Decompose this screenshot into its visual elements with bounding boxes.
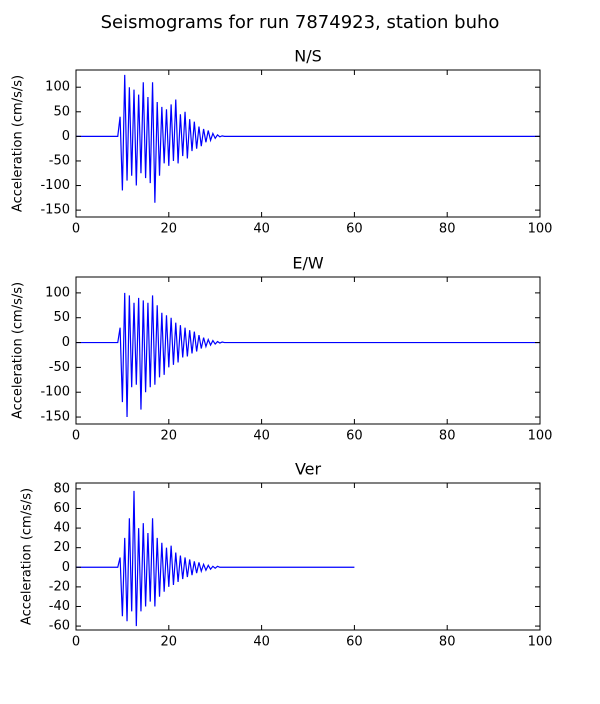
y-tick-label: 50 bbox=[53, 104, 70, 119]
axes-frame bbox=[75, 482, 541, 631]
y-tick-label: 0 bbox=[62, 129, 70, 144]
x-tick-label: 80 bbox=[439, 429, 456, 444]
y-tick-label: 0 bbox=[62, 335, 70, 350]
axes-frame bbox=[75, 276, 541, 425]
x-tick-label: 80 bbox=[439, 222, 456, 237]
subplot-title: E/W bbox=[292, 254, 324, 273]
x-tick-label: 40 bbox=[253, 429, 270, 444]
y-tick-label: -150 bbox=[40, 203, 70, 218]
subplot-title: Ver bbox=[295, 460, 322, 479]
y-axis-label: Acceleration (cm/s/s) bbox=[11, 75, 26, 212]
y-tick-label: 50 bbox=[53, 310, 70, 325]
subplot-title: N/S bbox=[294, 47, 322, 66]
y-tick-label: -150 bbox=[40, 410, 70, 425]
x-tick-label: 100 bbox=[528, 222, 553, 237]
y-tick-label: -100 bbox=[40, 385, 70, 400]
y-tick-label: 0 bbox=[62, 560, 70, 575]
x-tick-label: 60 bbox=[346, 635, 363, 650]
x-tick-label: 20 bbox=[161, 222, 178, 237]
y-tick-label: 100 bbox=[45, 285, 70, 300]
x-tick-label: 100 bbox=[528, 635, 553, 650]
x-tick-label: 60 bbox=[346, 222, 363, 237]
y-tick-label: 40 bbox=[53, 521, 70, 536]
y-tick-label: -100 bbox=[40, 178, 70, 193]
y-tick-label: -50 bbox=[49, 360, 70, 375]
y-tick-label: -40 bbox=[49, 599, 70, 614]
y-tick-label: -20 bbox=[49, 579, 70, 594]
waveform bbox=[76, 490, 355, 627]
x-tick-label: 60 bbox=[346, 429, 363, 444]
x-tick-label: 20 bbox=[161, 635, 178, 650]
x-tick-label: 40 bbox=[253, 222, 270, 237]
y-tick-label: 60 bbox=[53, 501, 70, 516]
x-tick-label: 80 bbox=[439, 635, 456, 650]
x-tick-label: 40 bbox=[253, 635, 270, 650]
y-axis-label: Acceleration (cm/s/s) bbox=[11, 282, 26, 419]
figure-title: Seismograms for run 7874923, station buh… bbox=[101, 12, 500, 33]
y-tick-label: 20 bbox=[53, 540, 70, 555]
y-tick-label: 80 bbox=[53, 481, 70, 496]
waveform bbox=[76, 74, 540, 203]
x-tick-label: 0 bbox=[72, 429, 80, 444]
waveform bbox=[76, 292, 540, 418]
y-tick-label: -60 bbox=[49, 619, 70, 634]
x-tick-label: 100 bbox=[528, 429, 553, 444]
axes-frame bbox=[75, 69, 541, 218]
x-tick-label: 20 bbox=[161, 429, 178, 444]
x-tick-label: 0 bbox=[72, 635, 80, 650]
y-axis-label: Acceleration (cm/s/s) bbox=[20, 488, 35, 625]
x-tick-label: 0 bbox=[72, 222, 80, 237]
y-tick-label: -50 bbox=[49, 153, 70, 168]
y-tick-label: 100 bbox=[45, 80, 70, 95]
